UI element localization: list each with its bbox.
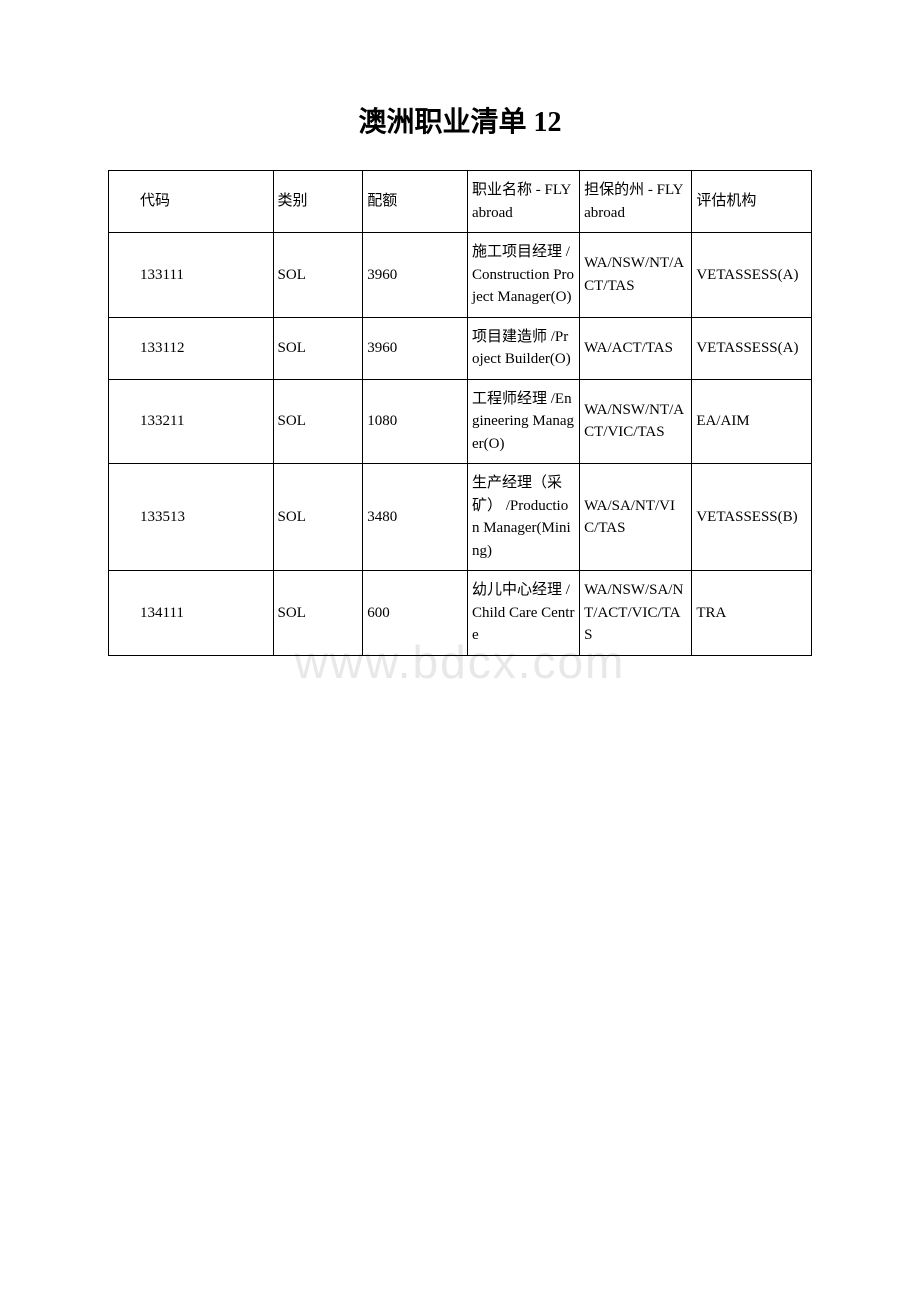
- cell-category: SOL: [273, 233, 363, 318]
- table-row: 133211 SOL 1080 工程师经理 /Engineering Manag…: [109, 379, 812, 464]
- page-title: 澳洲职业清单 12: [108, 100, 812, 140]
- cell-quota: 1080: [363, 379, 468, 464]
- header-code: 代码: [109, 171, 274, 233]
- header-category: 类别: [273, 171, 363, 233]
- cell-quota: 600: [363, 571, 468, 656]
- cell-occupation: 工程师经理 /Engineering Manager(O): [467, 379, 579, 464]
- cell-occupation: 项目建造师 /Project Builder(O): [467, 317, 579, 379]
- cell-code: 133211: [109, 379, 274, 464]
- table-row: 133112 SOL 3960 项目建造师 /Project Builder(O…: [109, 317, 812, 379]
- cell-occupation: 幼儿中心经理 /Child Care Centre: [467, 571, 579, 656]
- cell-code: 134111: [109, 571, 274, 656]
- cell-state: WA/NSW/NT/ACT/TAS: [580, 233, 692, 318]
- cell-state: WA/SA/NT/VIC/TAS: [580, 464, 692, 571]
- cell-category: SOL: [273, 317, 363, 379]
- header-state: 担保的州 - FLYabroad: [580, 171, 692, 233]
- cell-quota: 3480: [363, 464, 468, 571]
- cell-state: WA/NSW/NT/ACT/VIC/TAS: [580, 379, 692, 464]
- cell-quota: 3960: [363, 233, 468, 318]
- header-quota: 配额: [363, 171, 468, 233]
- cell-state: WA/ACT/TAS: [580, 317, 692, 379]
- cell-agency: TRA: [692, 571, 812, 656]
- cell-category: SOL: [273, 464, 363, 571]
- cell-occupation: 生产经理（采矿） /Production Manager(Mining): [467, 464, 579, 571]
- cell-agency: VETASSESS(B): [692, 464, 812, 571]
- header-occupation: 职业名称 - FLYabroad: [467, 171, 579, 233]
- cell-agency: VETASSESS(A): [692, 233, 812, 318]
- cell-code: 133513: [109, 464, 274, 571]
- cell-state: WA/NSW/SA/NT/ACT/VIC/TAS: [580, 571, 692, 656]
- table-row: 133513 SOL 3480 生产经理（采矿） /Production Man…: [109, 464, 812, 571]
- cell-agency: EA/AIM: [692, 379, 812, 464]
- cell-occupation: 施工项目经理 /Construction Project Manager(O): [467, 233, 579, 318]
- cell-agency: VETASSESS(A): [692, 317, 812, 379]
- cell-category: SOL: [273, 379, 363, 464]
- occupation-table: 代码 类别 配额 职业名称 - FLYabroad 担保的州 - FLYabro…: [108, 170, 812, 656]
- cell-category: SOL: [273, 571, 363, 656]
- table-header-row: 代码 类别 配额 职业名称 - FLYabroad 担保的州 - FLYabro…: [109, 171, 812, 233]
- cell-code: 133112: [109, 317, 274, 379]
- cell-quota: 3960: [363, 317, 468, 379]
- cell-code: 133111: [109, 233, 274, 318]
- table-row: 133111 SOL 3960 施工项目经理 /Construction Pro…: [109, 233, 812, 318]
- table-row: 134111 SOL 600 幼儿中心经理 /Child Care Centre…: [109, 571, 812, 656]
- header-agency: 评估机构: [692, 171, 812, 233]
